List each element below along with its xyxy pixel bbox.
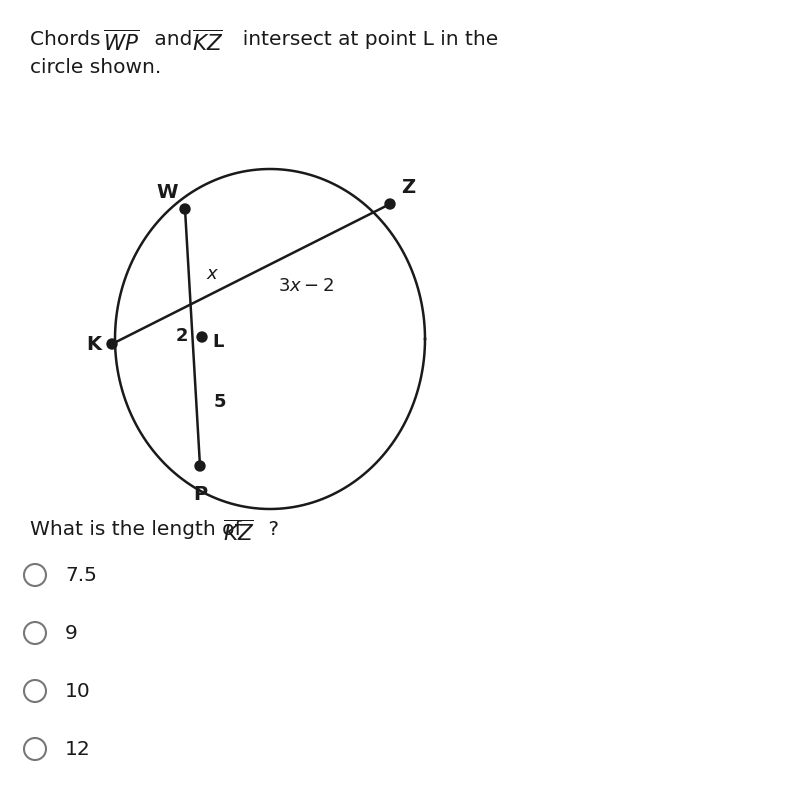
Circle shape: [180, 205, 190, 214]
Text: $\mathit{\overline{WP}}$: $\mathit{\overline{WP}}$: [103, 30, 139, 55]
Text: 7.5: 7.5: [65, 566, 97, 585]
Text: P: P: [193, 484, 207, 503]
Text: K: K: [86, 335, 102, 354]
Text: $3x-2$: $3x-2$: [278, 277, 334, 296]
Circle shape: [195, 462, 205, 471]
Circle shape: [107, 340, 117, 349]
Text: circle shown.: circle shown.: [30, 58, 162, 77]
Text: 2: 2: [176, 327, 188, 345]
Text: Z: Z: [401, 177, 415, 197]
Text: $\mathit{\overline{KZ}}$: $\mathit{\overline{KZ}}$: [192, 30, 223, 55]
Text: W: W: [156, 183, 178, 202]
Text: $\mathit{\overline{KZ}}$: $\mathit{\overline{KZ}}$: [223, 520, 254, 544]
Text: 9: 9: [65, 624, 78, 642]
Text: L: L: [212, 332, 224, 351]
Text: intersect at point L in the: intersect at point L in the: [230, 30, 498, 49]
Text: What is the length of: What is the length of: [30, 520, 248, 538]
Text: 12: 12: [65, 740, 90, 759]
Text: and: and: [148, 30, 198, 49]
Circle shape: [197, 332, 207, 343]
Text: x: x: [206, 265, 217, 283]
Text: 5: 5: [214, 393, 226, 411]
Circle shape: [385, 200, 395, 210]
Text: 10: 10: [65, 682, 90, 701]
Text: ?: ?: [262, 520, 279, 538]
Text: Chords: Chords: [30, 30, 107, 49]
